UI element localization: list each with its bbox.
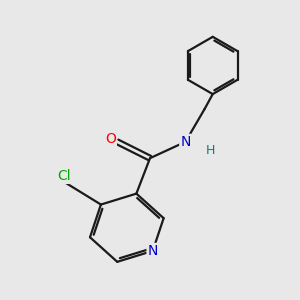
Text: H: H: [205, 143, 215, 157]
Text: N: N: [148, 244, 158, 258]
Text: O: O: [105, 132, 116, 146]
Text: Cl: Cl: [57, 169, 71, 183]
Text: N: N: [180, 135, 190, 149]
